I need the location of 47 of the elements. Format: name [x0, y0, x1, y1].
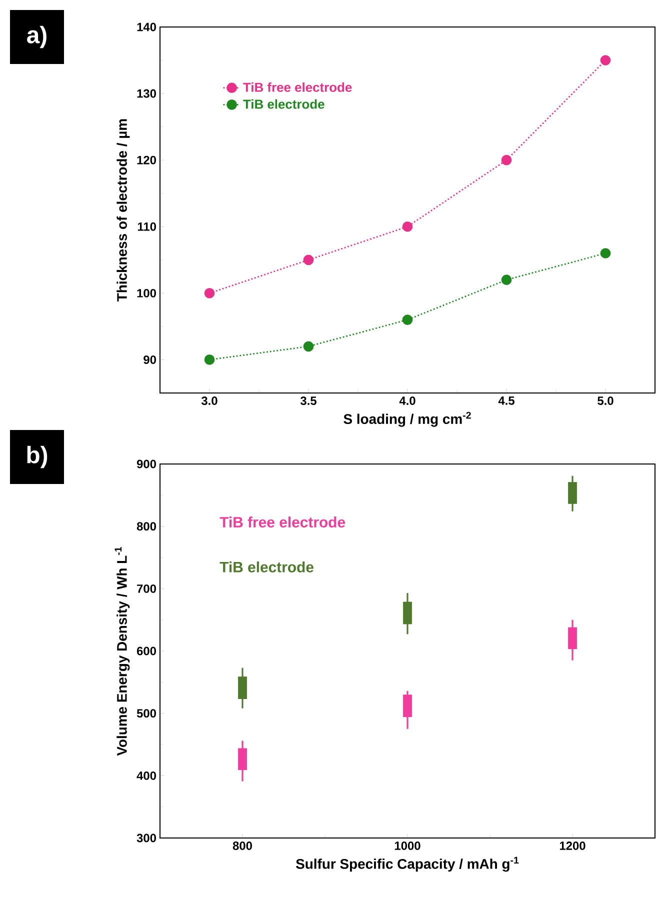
chart-title: b)	[27, 446, 48, 468]
x-axis-title: Sulfur Specific Capacity / mAh g$^{-1}$	[296, 856, 519, 872]
y-tick-label: 400	[136, 771, 156, 780]
point	[402, 314, 413, 325]
x-tick-label: 800	[232, 842, 252, 850]
x-tick-label: 4.0	[399, 396, 416, 405]
candlestick	[238, 667, 247, 710]
chart-title: a)	[27, 26, 46, 48]
point	[501, 154, 512, 166]
point	[303, 254, 314, 266]
legend-label: TiB electrode	[243, 99, 324, 109]
x-tick-label: 4.5	[498, 396, 514, 405]
x-tick-label: 3.0	[201, 396, 218, 406]
text: TiB free electrode	[220, 516, 346, 528]
point	[402, 221, 413, 232]
y-tick-label: 100	[137, 288, 156, 298]
x-tick-label: 1000	[394, 842, 420, 850]
x-tick-label: 5.0	[598, 396, 614, 405]
point	[600, 55, 611, 66]
point	[204, 288, 215, 298]
point	[600, 248, 611, 258]
candlestick	[403, 690, 412, 730]
candlestick	[403, 592, 412, 635]
y-tick-label: 110	[138, 222, 156, 231]
legend-label: TiB free electrode	[243, 82, 352, 92]
point	[501, 274, 512, 286]
candlestick	[238, 740, 247, 782]
candlestick	[568, 619, 577, 662]
x-axis-title: S loading / mg cm$^{-2}$	[344, 412, 471, 427]
y-tick-label: 90	[144, 355, 156, 364]
y-tick-label: 900	[136, 460, 156, 468]
candlestick	[568, 475, 577, 512]
y-tick-label: 500	[136, 709, 156, 718]
x-tick-label: 3.5	[300, 396, 316, 406]
y-axis-title: Volume Energy Density / Wh L$^{-1}$	[114, 546, 130, 756]
y-tick-label: 700	[137, 584, 156, 593]
text: TiB electrode	[220, 561, 314, 572]
y-tick-label: 800	[136, 522, 156, 531]
y-tick-label: 140	[137, 22, 156, 32]
y-tick-label: 130	[137, 89, 156, 98]
y-tick-label: 600	[136, 646, 156, 656]
point	[204, 354, 215, 365]
y-axis-title: Thickness of electrode / µm	[116, 119, 130, 302]
y-tick-label: 120	[137, 156, 156, 164]
y-tick-label: 300	[136, 834, 156, 842]
x-tick-label: 1200	[560, 842, 586, 850]
point	[303, 341, 314, 352]
